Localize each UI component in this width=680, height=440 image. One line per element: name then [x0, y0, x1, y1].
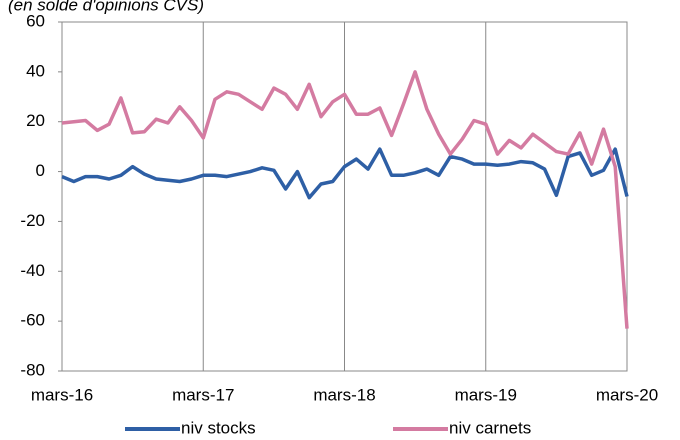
legend-label: niv stocks	[181, 418, 256, 437]
series-line	[61, 147, 629, 200]
x-tick-label: mars-16	[31, 385, 93, 404]
x-tick-label: mars-20	[596, 385, 658, 404]
x-tick-label: mars-17	[172, 385, 234, 404]
series-line	[61, 70, 629, 329]
y-tick-label: 60	[26, 11, 45, 30]
chart-subtitle: (en solde d'opinions CVS)	[8, 0, 204, 14]
y-tick-label: 20	[26, 111, 45, 130]
y-tick-label: 0	[36, 161, 45, 180]
y-tick-label: -20	[20, 211, 45, 230]
legend-label: niv carnets	[449, 418, 531, 437]
x-tick-label: mars-18	[313, 385, 375, 404]
y-tick-label: 40	[26, 61, 45, 80]
y-tick-label: -40	[20, 261, 45, 280]
x-tick-label: mars-19	[455, 385, 517, 404]
y-tick-label: -60	[20, 311, 45, 330]
y-tick-label: -80	[20, 360, 45, 379]
